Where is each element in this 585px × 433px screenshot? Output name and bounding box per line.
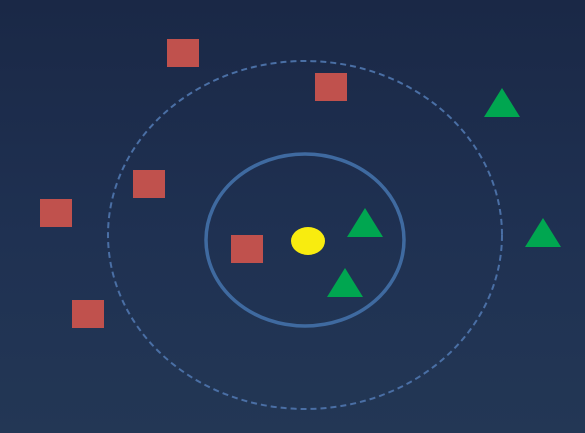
query-point [291, 227, 325, 255]
triangle-point [525, 218, 561, 247]
square-point [315, 73, 347, 101]
square-point [167, 39, 199, 67]
square-point [231, 235, 263, 263]
triangle-point [347, 208, 383, 237]
triangle-point [484, 88, 520, 117]
triangle-point [327, 268, 363, 297]
inner-neighborhood-ring [204, 152, 406, 328]
square-point [133, 170, 165, 198]
outer-neighborhood-ring [107, 60, 503, 410]
square-point [40, 199, 72, 227]
square-point [72, 300, 104, 328]
class-a-squares [40, 39, 347, 328]
class-b-triangles [327, 88, 561, 297]
